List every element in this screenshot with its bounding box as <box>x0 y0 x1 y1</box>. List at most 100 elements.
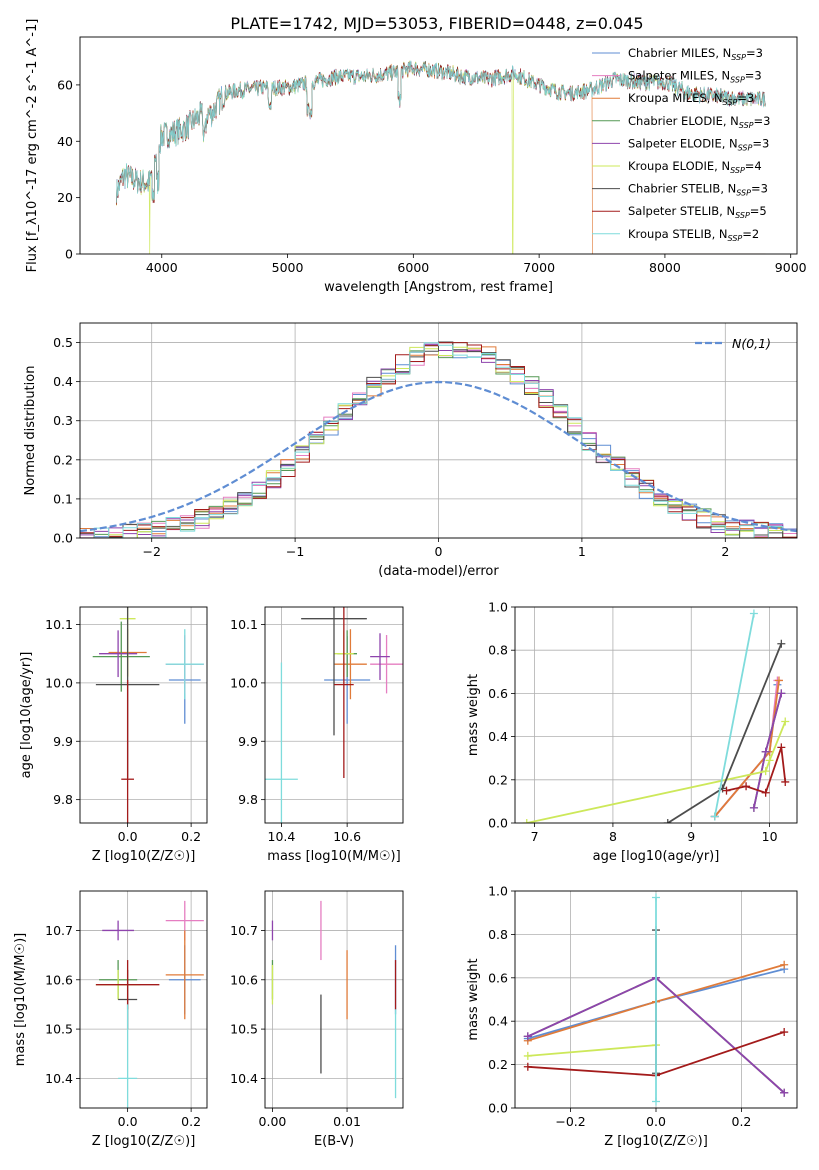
normal-curve <box>80 380 797 533</box>
y-axis-label: age [log10(age/yr)] <box>19 652 34 779</box>
y-tick-label: 10.6 <box>45 972 73 987</box>
data-point-marker <box>761 747 770 756</box>
mass-weight-vs-metallicity-panel: −0.2 0.0 0.2 0.0 0.2 0.4 0.6 0.8 1.0 Z [log10(Z/Z… <box>466 884 798 1149</box>
data-point-marker <box>780 1028 789 1037</box>
histogram-step <box>80 342 797 538</box>
y-axis-label: mass weight <box>466 674 481 756</box>
axes-frame <box>514 606 798 824</box>
y-tick-label: 0.4 <box>53 374 73 389</box>
series-line <box>527 1044 657 1057</box>
legend-entry: Salpeter STELIB, NSSP=5 <box>628 204 767 220</box>
y-tick-label: 10.5 <box>230 1022 258 1037</box>
x-tick-label: 0.0 <box>118 829 138 844</box>
y-tick-label: 0.0 <box>53 531 73 546</box>
y-tick-label: 10.7 <box>230 923 258 938</box>
x-axis-label: mass [log10(M/M☉)] <box>267 849 400 864</box>
x-tick-label: 0.01 <box>333 1114 361 1129</box>
y-tick-label: 0.2 <box>488 1057 508 1072</box>
y-tick-label: 0.0 <box>488 1101 508 1116</box>
y-tick-label: 10.1 <box>230 617 258 632</box>
data-point-marker <box>781 717 790 726</box>
x-axis-label: Z [log10(Z/Z☉)] <box>92 849 196 864</box>
x-axis-label: age [log10(age/yr)] <box>593 849 720 864</box>
data-point-marker <box>522 819 531 823</box>
plot-area <box>92 607 204 823</box>
y-tick-label: 0.5 <box>53 335 73 350</box>
mass-vs-extinction-panel: 0.00 0.01 10.4 10.5 10.6 10.7 E(B-V) <box>230 890 404 1149</box>
y-axis-label: Normed distribution <box>23 366 38 496</box>
data-point-marker <box>710 812 719 821</box>
legend-entry: Kroupa ELODIE, NSSP=4 <box>628 159 762 175</box>
x-tick-label: 0.2 <box>732 1114 752 1129</box>
data-point-marker <box>742 782 751 791</box>
data-point-marker <box>523 1062 532 1071</box>
data-point-marker <box>781 777 790 786</box>
x-tick-label: 8000 <box>649 260 681 275</box>
x-tick-label: −2 <box>142 544 160 559</box>
series-line <box>714 680 779 818</box>
plot-area <box>95 900 204 1108</box>
x-tick-label: 6000 <box>397 260 429 275</box>
x-axis-label: wavelength [Angstrom, rest frame] <box>324 280 553 295</box>
x-tick-label: 0.2 <box>181 1114 201 1129</box>
y-tick-label: 10.7 <box>45 923 73 938</box>
x-tick-label: 1 <box>578 544 586 559</box>
data-point-marker <box>780 960 789 969</box>
plot-area <box>271 900 397 1099</box>
histogram-step <box>80 346 797 538</box>
series-line <box>714 684 779 818</box>
y-axis-label: Flux [f_λ10^-17 erg cm^-2 s^-1 A^-1] <box>25 19 40 273</box>
mass-weight-vs-age-panel: 7 8 9 10 0.0 0.2 0.4 0.6 0.8 1.0 age [log10(age/yr… <box>466 600 798 864</box>
y-tick-label: 0.4 <box>488 1014 508 1029</box>
y-tick-label: 0.6 <box>488 686 508 701</box>
x-tick-label: 2 <box>721 544 729 559</box>
legend-entry: Chabrier STELIB, NSSP=3 <box>628 182 768 198</box>
x-tick-label: 0.0 <box>646 1114 666 1129</box>
axes-frame <box>79 322 798 539</box>
data-point-marker <box>777 639 786 648</box>
axes-frame <box>79 890 208 1109</box>
y-tick-label: 9.9 <box>53 734 73 749</box>
axes-frame <box>79 36 798 255</box>
data-point-marker <box>652 1097 660 1106</box>
age-vs-metallicity-panel: 0.0 0.2 9.8 9.9 10.0 10.1 Z [log10(Z/Z☉)] age [… <box>19 606 208 864</box>
data-point-marker <box>765 756 774 765</box>
legend-entry: N(0,1) <box>732 336 771 351</box>
y-tick-label: 0.8 <box>488 927 508 942</box>
x-tick-label: 5000 <box>272 260 304 275</box>
x-tick-label: 8 <box>609 829 617 844</box>
legend-entry: Kroupa STELIB, NSSP=2 <box>628 227 759 243</box>
x-tick-label: 7000 <box>523 260 555 275</box>
series-line <box>667 643 783 823</box>
axes-frame <box>264 890 404 1109</box>
y-tick-label: 0.2 <box>53 452 73 467</box>
x-tick-label: 10 <box>762 829 778 844</box>
residual-histogram-panel: −2 −1 0 1 2 0.0 0.1 0.2 0.3 0.4 0.5 (data-model)/er… <box>23 322 798 579</box>
data-point-marker <box>663 819 672 823</box>
legend-entry: Chabrier MILES, NSSP=3 <box>628 46 763 62</box>
data-point-marker <box>774 676 783 685</box>
spectrum-line <box>116 60 766 203</box>
data-point-marker <box>761 767 770 776</box>
y-tick-label: 0 <box>65 247 73 262</box>
x-axis-label: Z [log10(Z/Z☉)] <box>92 1134 196 1149</box>
series-line <box>726 747 787 794</box>
x-axis-label: (data-model)/error <box>378 564 499 579</box>
y-tick-label: 0.1 <box>53 491 73 506</box>
data-point-marker <box>722 786 731 795</box>
data-point-marker <box>749 609 758 618</box>
y-tick-label: 0.4 <box>488 729 508 744</box>
series-line <box>713 613 755 817</box>
x-tick-label: −0.2 <box>555 1114 585 1129</box>
data-point-marker <box>780 1088 789 1097</box>
spectrum-panel: 4000 5000 6000 7000 8000 9000 0 20 40 60 wavelengt… <box>25 19 807 295</box>
data-point-marker <box>777 689 786 698</box>
x-tick-label: 10.4 <box>268 829 296 844</box>
legend-entry: Salpeter MILES, NSSP=3 <box>628 69 762 85</box>
axes-frame <box>264 606 404 824</box>
y-tick-label: 0.0 <box>488 816 508 831</box>
legend-entry: Kroupa MILES, NSSP=3 <box>628 91 754 107</box>
data-point-marker <box>761 788 770 797</box>
data-point-marker <box>523 1032 532 1041</box>
data-point-marker <box>523 1051 532 1060</box>
